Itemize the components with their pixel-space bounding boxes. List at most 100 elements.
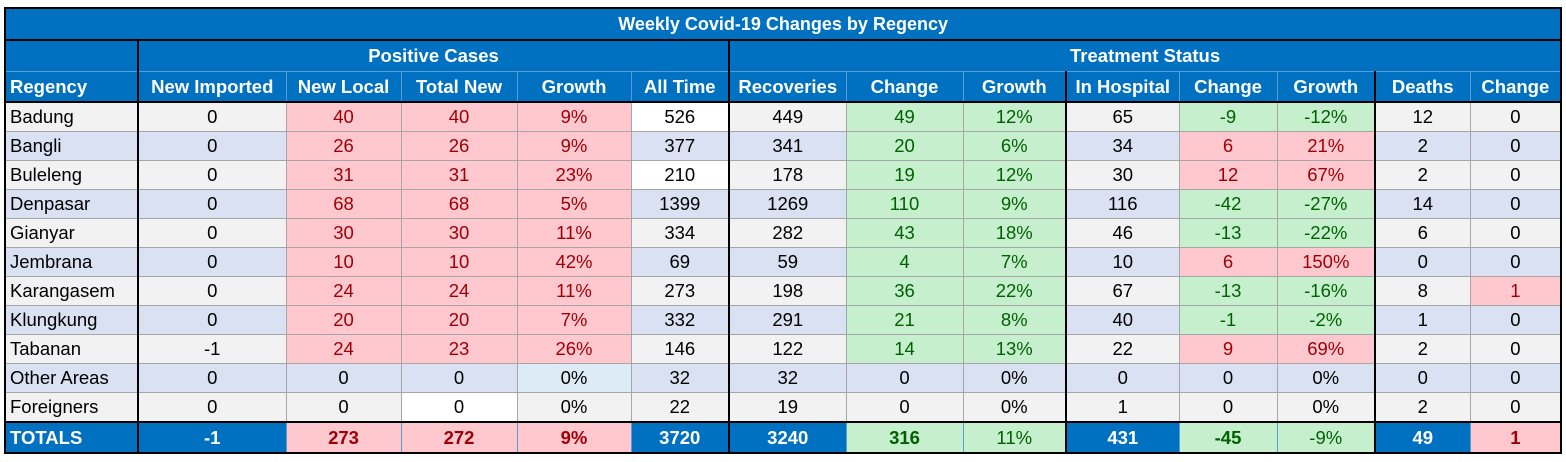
total-new-cell: 0 <box>401 392 518 423</box>
deaths-cell: 2 <box>1374 131 1471 161</box>
hospital-growth-cell: -12% <box>1277 102 1376 132</box>
hospital-growth-cell: 0% <box>1277 392 1376 423</box>
hospital-change-cell: -1 <box>1179 305 1278 335</box>
covid-changes-table: Weekly Covid-19 Changes by Regency Posit… <box>3 7 1563 454</box>
recoveries-growth-cell: 12% <box>963 102 1067 132</box>
deaths-cell: 2 <box>1374 160 1471 190</box>
deaths-change-cell: 0 <box>1470 102 1563 132</box>
new-imported-cell: 0 <box>137 247 287 277</box>
deaths-cell: 2 <box>1374 392 1471 423</box>
recoveries-change-cell: 4 <box>846 247 964 277</box>
all-time-cell: 377 <box>631 131 730 161</box>
all-time-cell: 334 <box>631 218 730 248</box>
recoveries-change-cell: 110 <box>846 189 964 219</box>
deaths-change-cell: 0 <box>1470 160 1563 190</box>
table-row: Foreigners 0 0 0 0% 22 19 0 0% 1 0 0% 2 0 <box>4 392 1563 423</box>
new-imported-cell: 0 <box>137 392 287 423</box>
covid-changes-table-container: Weekly Covid-19 Changes by Regency Posit… <box>3 7 1563 454</box>
total-new-cell: 68 <box>401 189 518 219</box>
recoveries-change-cell: 49 <box>846 102 964 132</box>
in-hospital-cell: 116 <box>1065 189 1180 219</box>
all-time-cell: 69 <box>631 247 730 277</box>
table-title: Weekly Covid-19 Changes by Regency <box>3 7 1563 41</box>
deaths-change-cell: 0 <box>1470 218 1563 248</box>
all-time-cell: 210 <box>631 160 730 190</box>
total-positive-growth-cell: 9% <box>517 421 632 454</box>
recoveries-cell: 59 <box>728 247 847 277</box>
hospital-growth-cell: -2% <box>1277 305 1376 335</box>
in-hospital-cell: 10 <box>1065 247 1180 277</box>
recoveries-growth-cell: 8% <box>963 305 1067 335</box>
hospital-change-cell: -13 <box>1179 276 1278 306</box>
deaths-change-cell: 0 <box>1470 334 1563 364</box>
hospital-change-cell: -13 <box>1179 218 1278 248</box>
col-all-time: All Time <box>631 71 730 103</box>
deaths-cell: 1 <box>1374 305 1471 335</box>
recoveries-growth-cell: 0% <box>963 363 1067 393</box>
table-row: Bangli 0 26 26 9% 377 341 20 6% 34 6 21% 2 0 <box>4 131 1563 161</box>
new-local-cell: 31 <box>286 160 402 190</box>
table-row: Badung 0 40 40 9% 526 449 49 12% 65 -9 -12% 12 0 <box>4 102 1563 132</box>
regency-name-cell: Badung <box>4 102 139 132</box>
hospital-growth-cell: -16% <box>1277 276 1376 306</box>
in-hospital-cell: 67 <box>1065 276 1180 306</box>
all-time-cell: 22 <box>631 392 730 423</box>
new-local-cell: 68 <box>286 189 402 219</box>
recoveries-change-cell: 21 <box>846 305 964 335</box>
table-row: Jembrana 0 10 10 42% 69 59 4 7% 10 6 150% 0 0 <box>4 247 1563 277</box>
recoveries-cell: 198 <box>728 276 847 306</box>
total-all-time-cell: 3720 <box>631 421 730 454</box>
hospital-growth-cell: 150% <box>1277 247 1376 277</box>
deaths-cell: 0 <box>1374 247 1471 277</box>
total-new-cell: 0 <box>401 363 518 393</box>
positive-growth-cell: 42% <box>517 247 632 277</box>
new-imported-cell: -1 <box>137 334 287 364</box>
recoveries-change-cell: 20 <box>846 131 964 161</box>
total-deaths-cell: 49 <box>1374 421 1471 454</box>
col-recoveries-growth: Growth <box>963 71 1067 103</box>
col-deaths: Deaths <box>1374 71 1471 103</box>
deaths-cell: 14 <box>1374 189 1471 219</box>
recoveries-change-cell: 14 <box>846 334 964 364</box>
recoveries-cell: 1269 <box>728 189 847 219</box>
new-imported-cell: 0 <box>137 305 287 335</box>
hospital-growth-cell: 0% <box>1277 363 1376 393</box>
in-hospital-cell: 65 <box>1065 102 1180 132</box>
hospital-growth-cell: 21% <box>1277 131 1376 161</box>
recoveries-cell: 341 <box>728 131 847 161</box>
col-regency: Regency <box>4 71 139 103</box>
deaths-change-cell: 0 <box>1470 131 1563 161</box>
positive-growth-cell: 9% <box>517 102 632 132</box>
regency-name-cell: Karangasem <box>4 276 139 306</box>
total-new-cell: 20 <box>401 305 518 335</box>
recoveries-growth-cell: 18% <box>963 218 1067 248</box>
new-imported-cell: 0 <box>137 276 287 306</box>
new-local-cell: 40 <box>286 102 402 132</box>
table-row: Karangasem 0 24 24 11% 273 198 36 22% 67 -13 -16% 8 1 <box>4 276 1563 306</box>
positive-growth-cell: 23% <box>517 160 632 190</box>
deaths-cell: 2 <box>1374 334 1471 364</box>
col-new-local: New Local <box>286 71 402 103</box>
hospital-change-cell: 6 <box>1179 131 1278 161</box>
recoveries-growth-cell: 22% <box>963 276 1067 306</box>
recoveries-change-cell: 0 <box>846 392 964 423</box>
col-total-new: Total New <box>401 71 518 103</box>
positive-growth-cell: 0% <box>517 392 632 423</box>
new-imported-cell: 0 <box>137 131 287 161</box>
recoveries-cell: 449 <box>728 102 847 132</box>
total-hospital-growth-cell: -9% <box>1277 421 1376 454</box>
in-hospital-cell: 40 <box>1065 305 1180 335</box>
deaths-change-cell: 0 <box>1470 305 1563 335</box>
table-row: Gianyar 0 30 30 11% 334 282 43 18% 46 -13 -22% 6 0 <box>4 218 1563 248</box>
total-hospital-change-cell: -45 <box>1179 421 1278 454</box>
total-new-cell: 24 <box>401 276 518 306</box>
in-hospital-cell: 30 <box>1065 160 1180 190</box>
regency-name-cell: Denpasar <box>4 189 139 219</box>
positive-growth-cell: 9% <box>517 131 632 161</box>
col-positive-growth: Growth <box>517 71 632 103</box>
deaths-change-cell: 1 <box>1470 276 1563 306</box>
recoveries-cell: 19 <box>728 392 847 423</box>
hospital-change-cell: 12 <box>1179 160 1278 190</box>
recoveries-cell: 282 <box>728 218 847 248</box>
total-recoveries-cell: 3240 <box>728 421 847 454</box>
